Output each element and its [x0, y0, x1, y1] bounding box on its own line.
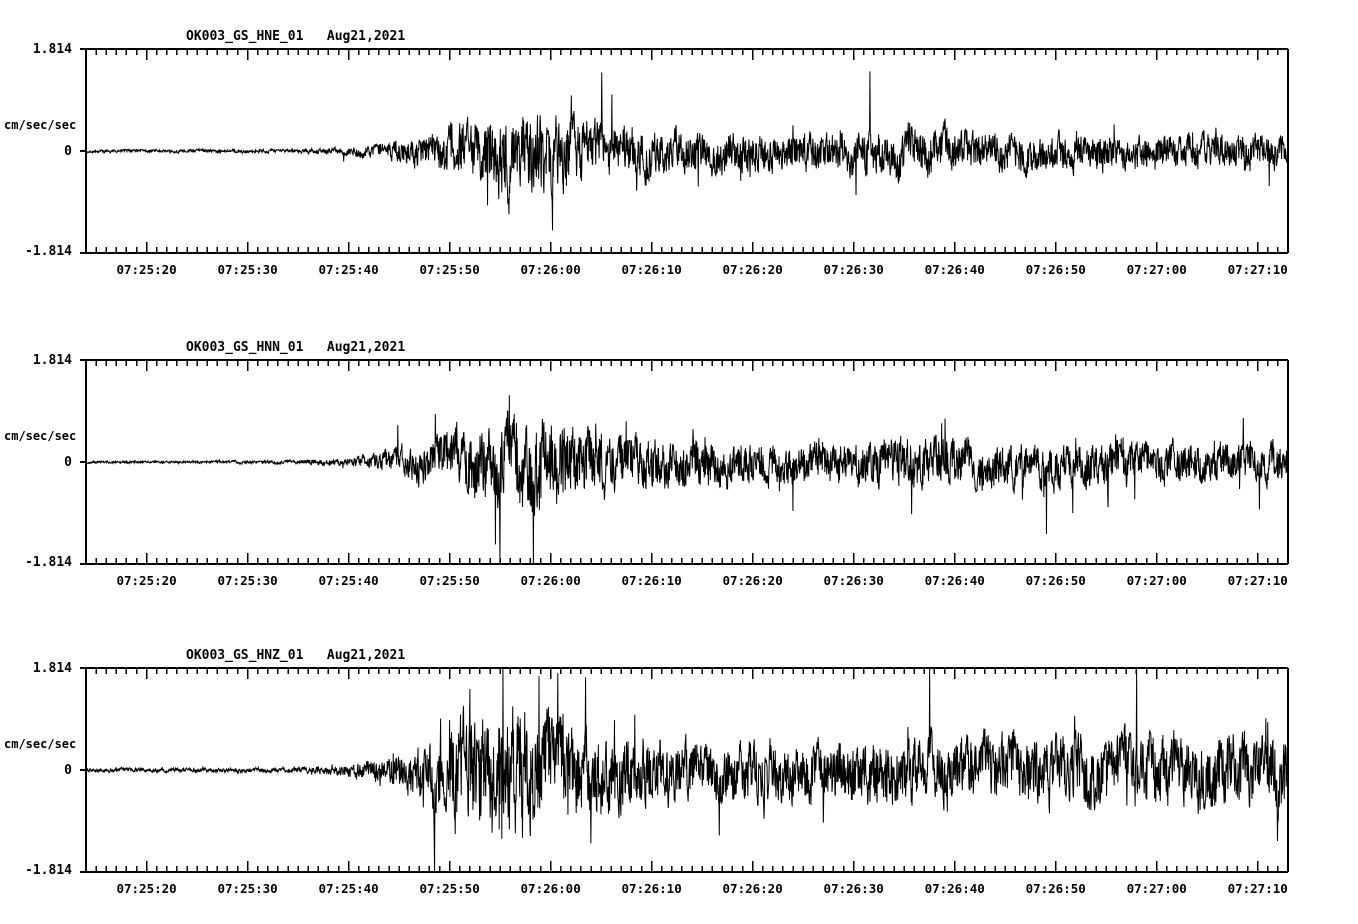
xtick-label: 07:26:20 [722, 881, 783, 896]
ytick-bottom-hne: -1.814 [25, 244, 72, 259]
ytick-zero-hnn: 0 [64, 455, 72, 470]
xtick-label: 07:26:30 [823, 881, 884, 896]
xtick-label: 07:25:30 [217, 881, 278, 896]
xtick-label: 07:25:30 [217, 262, 278, 277]
ytick-bottom-hnn: -1.814 [25, 555, 72, 570]
ytick-top-hnn: 1.814 [32, 353, 72, 368]
xtick-label: 07:27:10 [1227, 881, 1288, 896]
xtick-label: 07:26:10 [621, 262, 682, 277]
yaxis-unit-hnz: cm/sec/sec [4, 737, 77, 751]
xtick-label: 07:26:50 [1025, 573, 1086, 588]
xtick-label: 07:25:20 [116, 881, 177, 896]
xtick-label: 07:26:20 [722, 262, 783, 277]
xtick-label: 07:25:40 [318, 573, 379, 588]
xtick-label: 07:27:00 [1126, 881, 1187, 896]
waveform-hnz [86, 668, 1288, 872]
ytick-zero-hnz: 0 [64, 763, 72, 778]
xtick-label: 07:27:00 [1126, 573, 1187, 588]
xtick-label: 07:27:00 [1126, 262, 1187, 277]
xtick-label: 07:26:50 [1025, 881, 1086, 896]
xtick-label: 07:26:10 [621, 573, 682, 588]
panel-title-hnn: OK003_GS_HNN_01 Aug21,2021 [186, 340, 406, 355]
xtick-label: 07:25:50 [419, 881, 480, 896]
xtick-label: 07:26:50 [1025, 262, 1086, 277]
xtick-label: 07:25:50 [419, 573, 480, 588]
xtick-label: 07:26:30 [823, 573, 884, 588]
xtick-label: 07:26:00 [520, 573, 581, 588]
xtick-label: 07:25:30 [217, 573, 278, 588]
xtick-label: 07:25:40 [318, 262, 379, 277]
xtick-label: 07:26:00 [520, 262, 581, 277]
panel-title-hnz: OK003_GS_HNZ_01 Aug21,2021 [186, 648, 406, 663]
xtick-label: 07:25:50 [419, 262, 480, 277]
xtick-label: 07:27:10 [1227, 262, 1288, 277]
xtick-label: 07:26:40 [924, 262, 985, 277]
xtick-label: 07:25:20 [116, 573, 177, 588]
panel-title-hne: OK003_GS_HNE_01 Aug21,2021 [186, 29, 406, 44]
xtick-label: 07:26:00 [520, 881, 581, 896]
xtick-label: 07:26:30 [823, 262, 884, 277]
ytick-top-hnz: 1.814 [32, 661, 72, 676]
yaxis-unit-hnn: cm/sec/sec [4, 429, 77, 443]
ytick-bottom-hnz: -1.814 [25, 863, 72, 878]
xtick-label: 07:26:40 [924, 881, 985, 896]
xtick-label: 07:25:40 [318, 881, 379, 896]
xtick-label: 07:27:10 [1227, 573, 1288, 588]
waveform-hne [86, 71, 1288, 231]
yaxis-unit-hne: cm/sec/sec [4, 118, 77, 132]
xtick-label: 07:26:10 [621, 881, 682, 896]
xtick-label: 07:26:20 [722, 573, 783, 588]
ytick-top-hne: 1.814 [32, 42, 72, 57]
waveform-hnn [86, 395, 1288, 564]
xtick-label: 07:26:40 [924, 573, 985, 588]
xtick-label: 07:25:20 [116, 262, 177, 277]
ytick-zero-hne: 0 [64, 144, 72, 159]
